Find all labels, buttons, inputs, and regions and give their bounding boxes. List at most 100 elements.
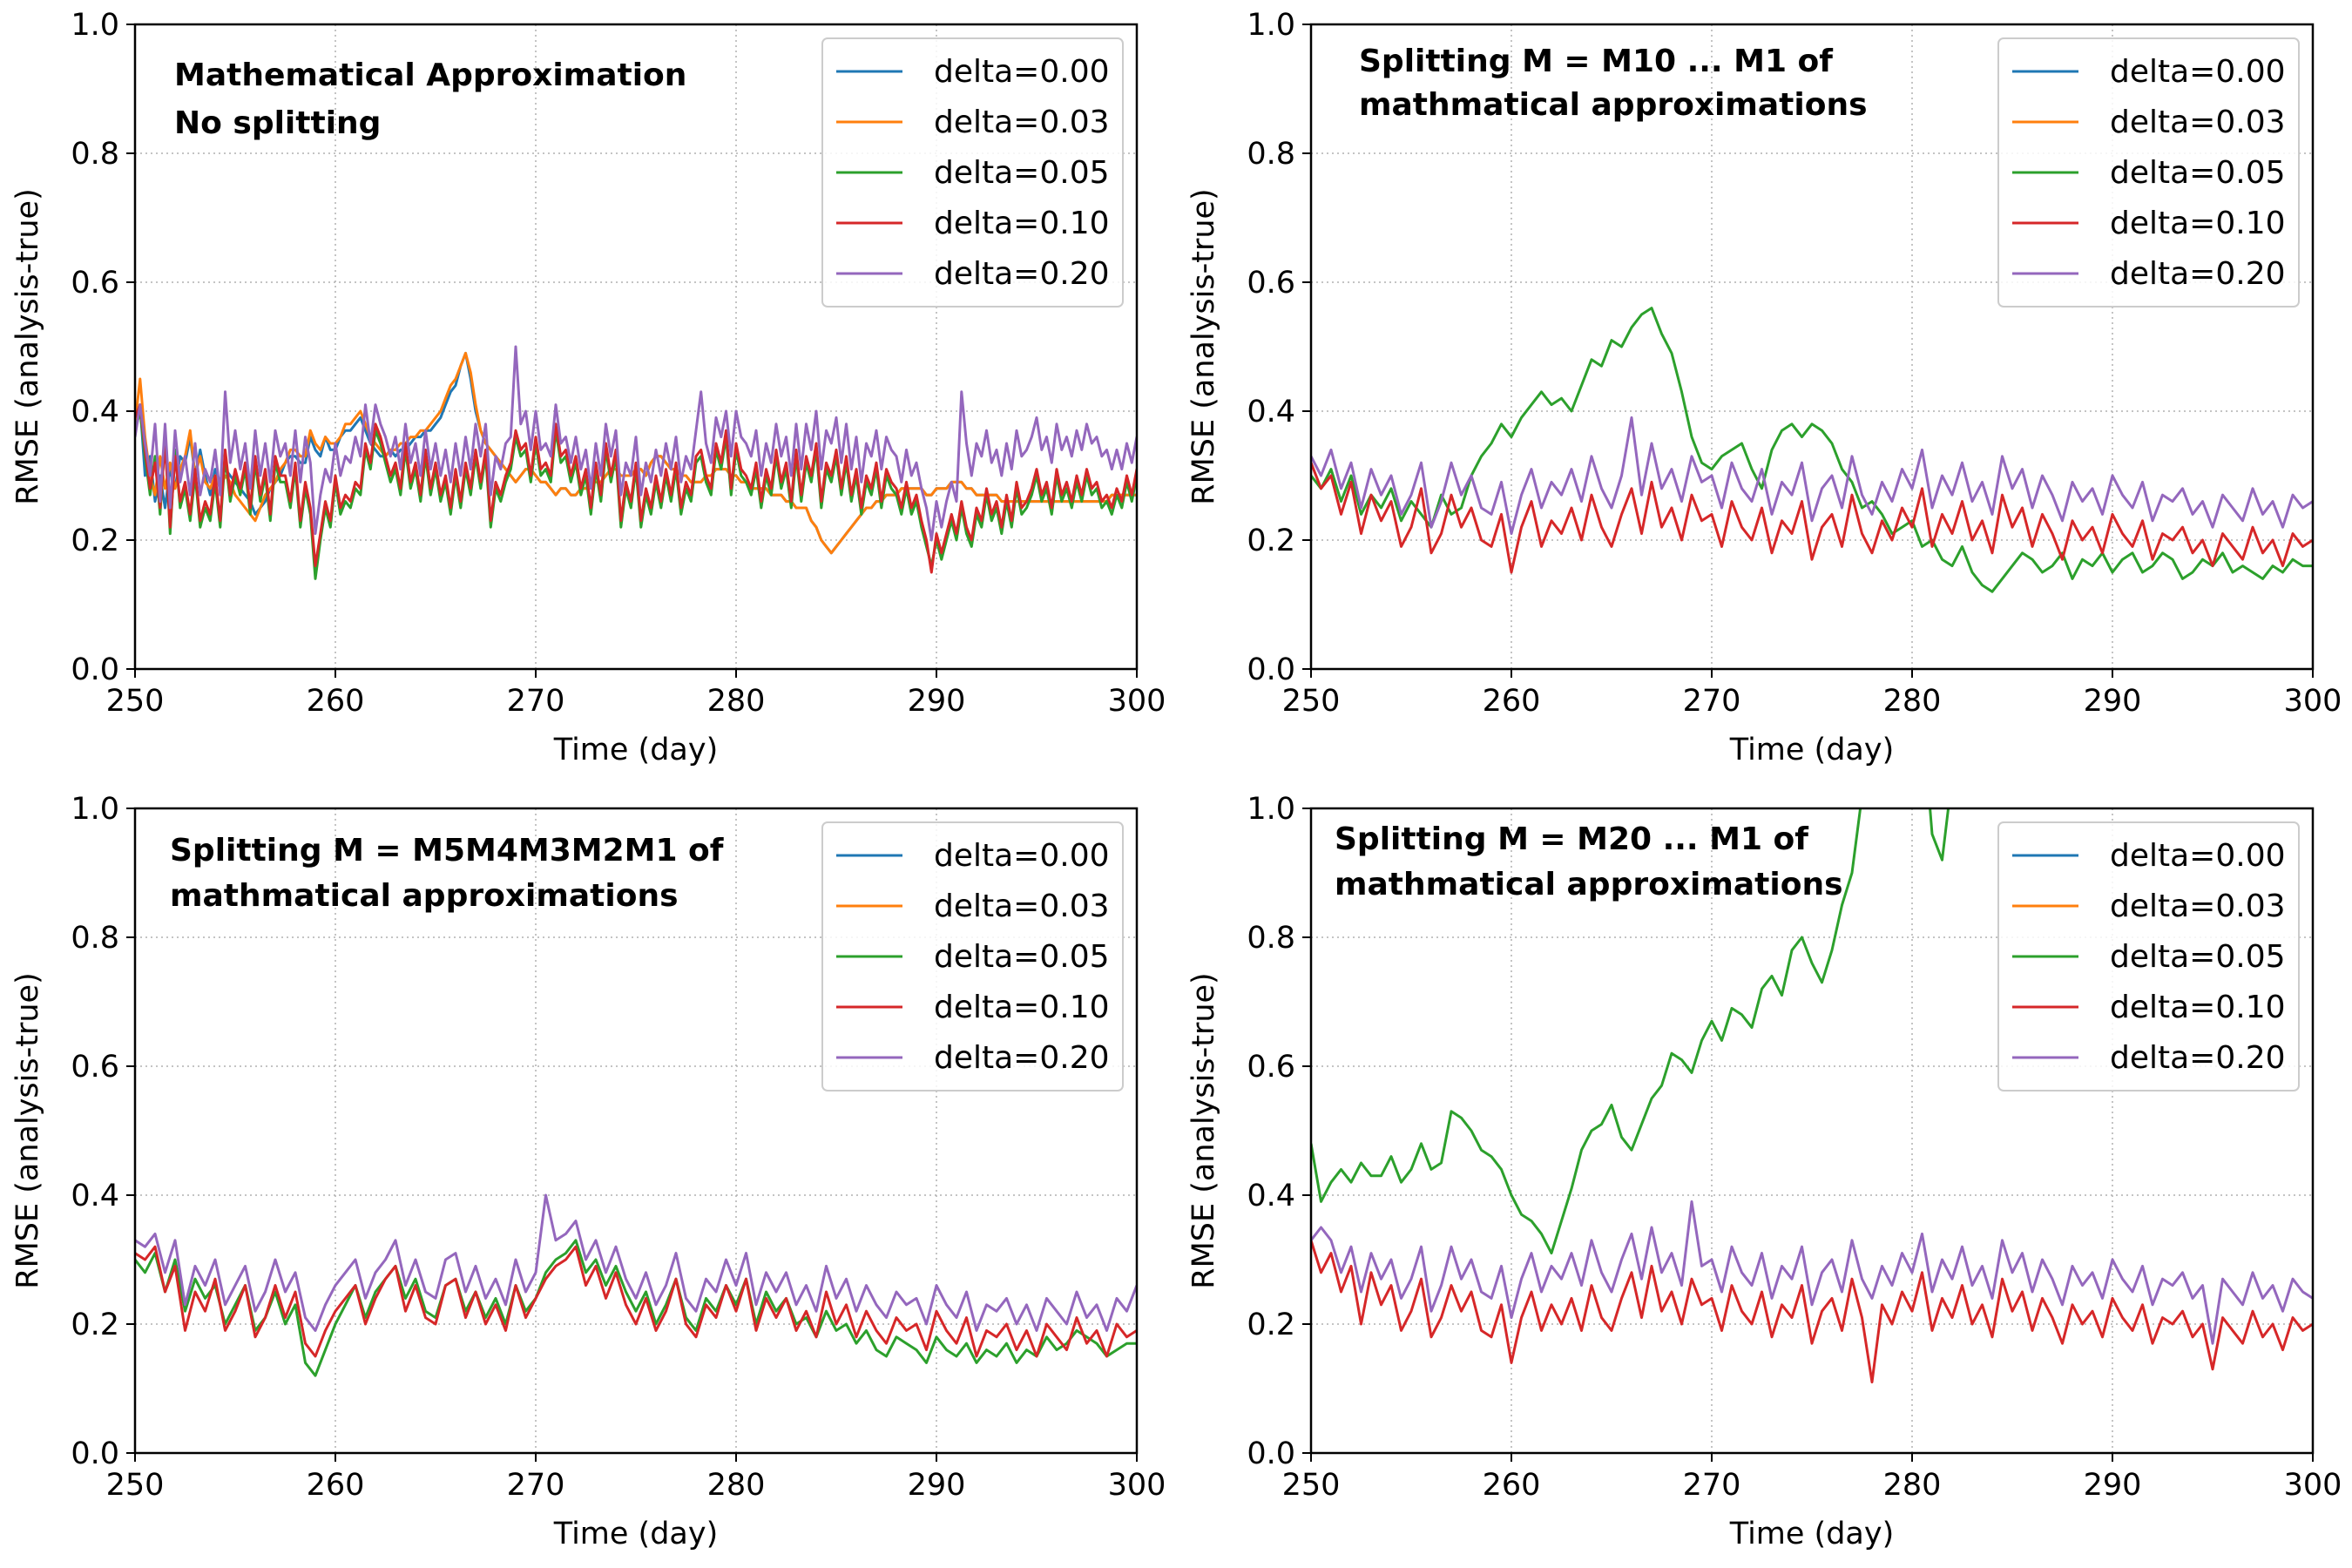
x-tick-label: 280 bbox=[1883, 1468, 1942, 1503]
y-tick-label: 0.6 bbox=[71, 1050, 119, 1085]
legend-label: delta=0.03 bbox=[2110, 105, 2286, 140]
x-tick-label: 300 bbox=[1108, 1468, 1166, 1503]
y-tick-label: 0.0 bbox=[1247, 1436, 1295, 1471]
y-tick-label: 0.8 bbox=[1247, 137, 1295, 172]
legend-box bbox=[821, 37, 1124, 308]
series-line-delta-0.10 bbox=[135, 1245, 1137, 1358]
x-tick-label: 260 bbox=[307, 684, 365, 719]
panel-annotation: mathmatical approximations bbox=[1335, 867, 1843, 902]
chart-panel-3: 250 260 270 280 290 300 0.0 0.2 0.4 0.6 0.8 1.0 Time… bbox=[10, 792, 1166, 1551]
y-tick-label: 0.6 bbox=[1247, 1050, 1295, 1085]
series-line-delta-0.20 bbox=[135, 1193, 1137, 1332]
x-tick-label: 260 bbox=[307, 1468, 365, 1503]
legend-label: delta=0.00 bbox=[934, 838, 1110, 874]
series-line-delta-0.10 bbox=[135, 403, 1137, 574]
legend-box bbox=[1997, 821, 2300, 1092]
legend-label: delta=0.05 bbox=[934, 939, 1110, 975]
panel-annotation: No splitting bbox=[174, 105, 381, 141]
series-line-delta-0.00 bbox=[135, 351, 1137, 555]
legend-label: delta=0.10 bbox=[934, 206, 1110, 241]
y-tick-label: 0.8 bbox=[71, 921, 119, 956]
y-tick-label: 0.8 bbox=[1247, 921, 1295, 956]
x-axis-label: Time (day) bbox=[1729, 733, 1894, 767]
y-tick-label: 1.0 bbox=[71, 792, 119, 827]
x-tick-label: 300 bbox=[2284, 1468, 2342, 1503]
x-tick-label: 280 bbox=[707, 1468, 766, 1503]
series-line-delta-0.05 bbox=[135, 1239, 1137, 1377]
y-tick-label: 0.4 bbox=[71, 395, 119, 429]
series-group bbox=[135, 1193, 1137, 1377]
y-tick-label: 0.2 bbox=[1247, 1308, 1295, 1342]
x-tick-label: 280 bbox=[1883, 684, 1942, 719]
x-tick-label: 250 bbox=[1282, 684, 1341, 719]
legend-label: delta=0.10 bbox=[934, 990, 1110, 1025]
axes-frame bbox=[1309, 23, 2315, 671]
y-axis-label: RMSE (analysis-true) bbox=[10, 188, 45, 504]
y-tick-label: 1.0 bbox=[1247, 8, 1295, 43]
legend-label: delta=0.00 bbox=[2110, 54, 2286, 90]
series-group bbox=[1311, 307, 2313, 593]
y-tick-label: 0.6 bbox=[1247, 266, 1295, 301]
legend: delta=0.00 delta=0.03 delta=0.05 delta=0.10… bbox=[821, 37, 1124, 308]
x-tick-label: 250 bbox=[106, 1468, 165, 1503]
series-line-delta-0.03 bbox=[135, 351, 1137, 555]
legend-label: delta=0.20 bbox=[934, 1040, 1110, 1076]
series-line-delta-0.10 bbox=[1311, 1240, 2313, 1384]
series-line-delta-0.05 bbox=[1311, 307, 2313, 593]
x-tick-label: 260 bbox=[1483, 684, 1541, 719]
legend: delta=0.00 delta=0.03 delta=0.05 delta=0.10… bbox=[1997, 37, 2300, 308]
legend-label: delta=0.05 bbox=[934, 155, 1110, 191]
legend-label: delta=0.00 bbox=[2110, 838, 2286, 874]
series-group bbox=[135, 345, 1137, 580]
legend-label: delta=0.00 bbox=[934, 54, 1110, 90]
x-axis-label: Time (day) bbox=[1729, 1517, 1894, 1551]
legend-label: delta=0.03 bbox=[2110, 889, 2286, 924]
panel-annotation: mathmatical approximations bbox=[1359, 87, 1868, 123]
x-axis-label: Time (day) bbox=[553, 1517, 718, 1551]
y-axis-label: RMSE (analysis-true) bbox=[10, 972, 45, 1288]
axes-frame bbox=[133, 807, 1139, 1455]
x-tick-label: 260 bbox=[1483, 1468, 1541, 1503]
y-tick-label: 0.2 bbox=[71, 524, 119, 558]
y-tick-label: 1.0 bbox=[1247, 792, 1295, 827]
legend-label: delta=0.10 bbox=[2110, 990, 2286, 1025]
series-line-delta-0.20 bbox=[1311, 1200, 2313, 1345]
y-tick-label: 0.2 bbox=[1247, 524, 1295, 558]
x-tick-label: 290 bbox=[2084, 1468, 2142, 1503]
series-line-delta-0.05 bbox=[1311, 808, 1950, 1255]
legend-label: delta=0.05 bbox=[2110, 155, 2286, 191]
y-tick-label: 0.4 bbox=[1247, 1179, 1295, 1213]
legend-label: delta=0.20 bbox=[934, 256, 1110, 292]
legend: delta=0.00 delta=0.03 delta=0.05 delta=0.10… bbox=[1997, 821, 2300, 1092]
panel-annotation: Splitting M = M10 ... M1 of bbox=[1359, 44, 1833, 79]
series-line-delta-0.10 bbox=[1311, 462, 2313, 574]
legend-label: delta=0.20 bbox=[2110, 256, 2286, 292]
x-tick-label: 290 bbox=[908, 684, 966, 719]
chart-panel-2: 250 260 270 280 290 300 0.0 0.2 0.4 0.6 0.8 1.0 Time… bbox=[1186, 8, 2342, 767]
x-tick-label: 300 bbox=[1108, 684, 1166, 719]
x-tick-label: 290 bbox=[2084, 684, 2142, 719]
chart-panel-1: 250 260 270 280 290 300 0.0 0.2 0.4 0.6 0.8 1.0 Time… bbox=[10, 8, 1166, 767]
panel-annotation: Mathematical Approximation bbox=[174, 57, 686, 93]
chart-panel-4: 250 260 270 280 290 300 0.0 0.2 0.4 0.6 0.8 1.0 Time… bbox=[1186, 792, 2342, 1551]
y-axis-label: RMSE (analysis-true) bbox=[1186, 972, 1221, 1288]
legend-label: delta=0.20 bbox=[2110, 1040, 2286, 1076]
y-axis-label: RMSE (analysis-true) bbox=[1186, 188, 1221, 504]
axes-frame bbox=[133, 23, 1139, 671]
x-tick-label: 270 bbox=[1683, 1468, 1741, 1503]
y-tick-label: 0.4 bbox=[1247, 395, 1295, 429]
legend-label: delta=0.03 bbox=[934, 105, 1110, 140]
axes-frame bbox=[1309, 807, 2315, 1455]
x-axis-label: Time (day) bbox=[553, 733, 718, 767]
x-tick-label: 250 bbox=[106, 684, 165, 719]
x-tick-label: 250 bbox=[1282, 1468, 1341, 1503]
x-tick-label: 270 bbox=[1683, 684, 1741, 719]
y-tick-label: 0.6 bbox=[71, 266, 119, 301]
panel-annotation: Splitting M = M20 ... M1 of bbox=[1335, 821, 1808, 857]
x-tick-label: 270 bbox=[507, 684, 565, 719]
x-tick-label: 270 bbox=[507, 1468, 565, 1503]
panel-annotation: mathmatical approximations bbox=[170, 878, 679, 914]
x-tick-label: 280 bbox=[707, 684, 766, 719]
legend-box bbox=[1997, 37, 2300, 308]
